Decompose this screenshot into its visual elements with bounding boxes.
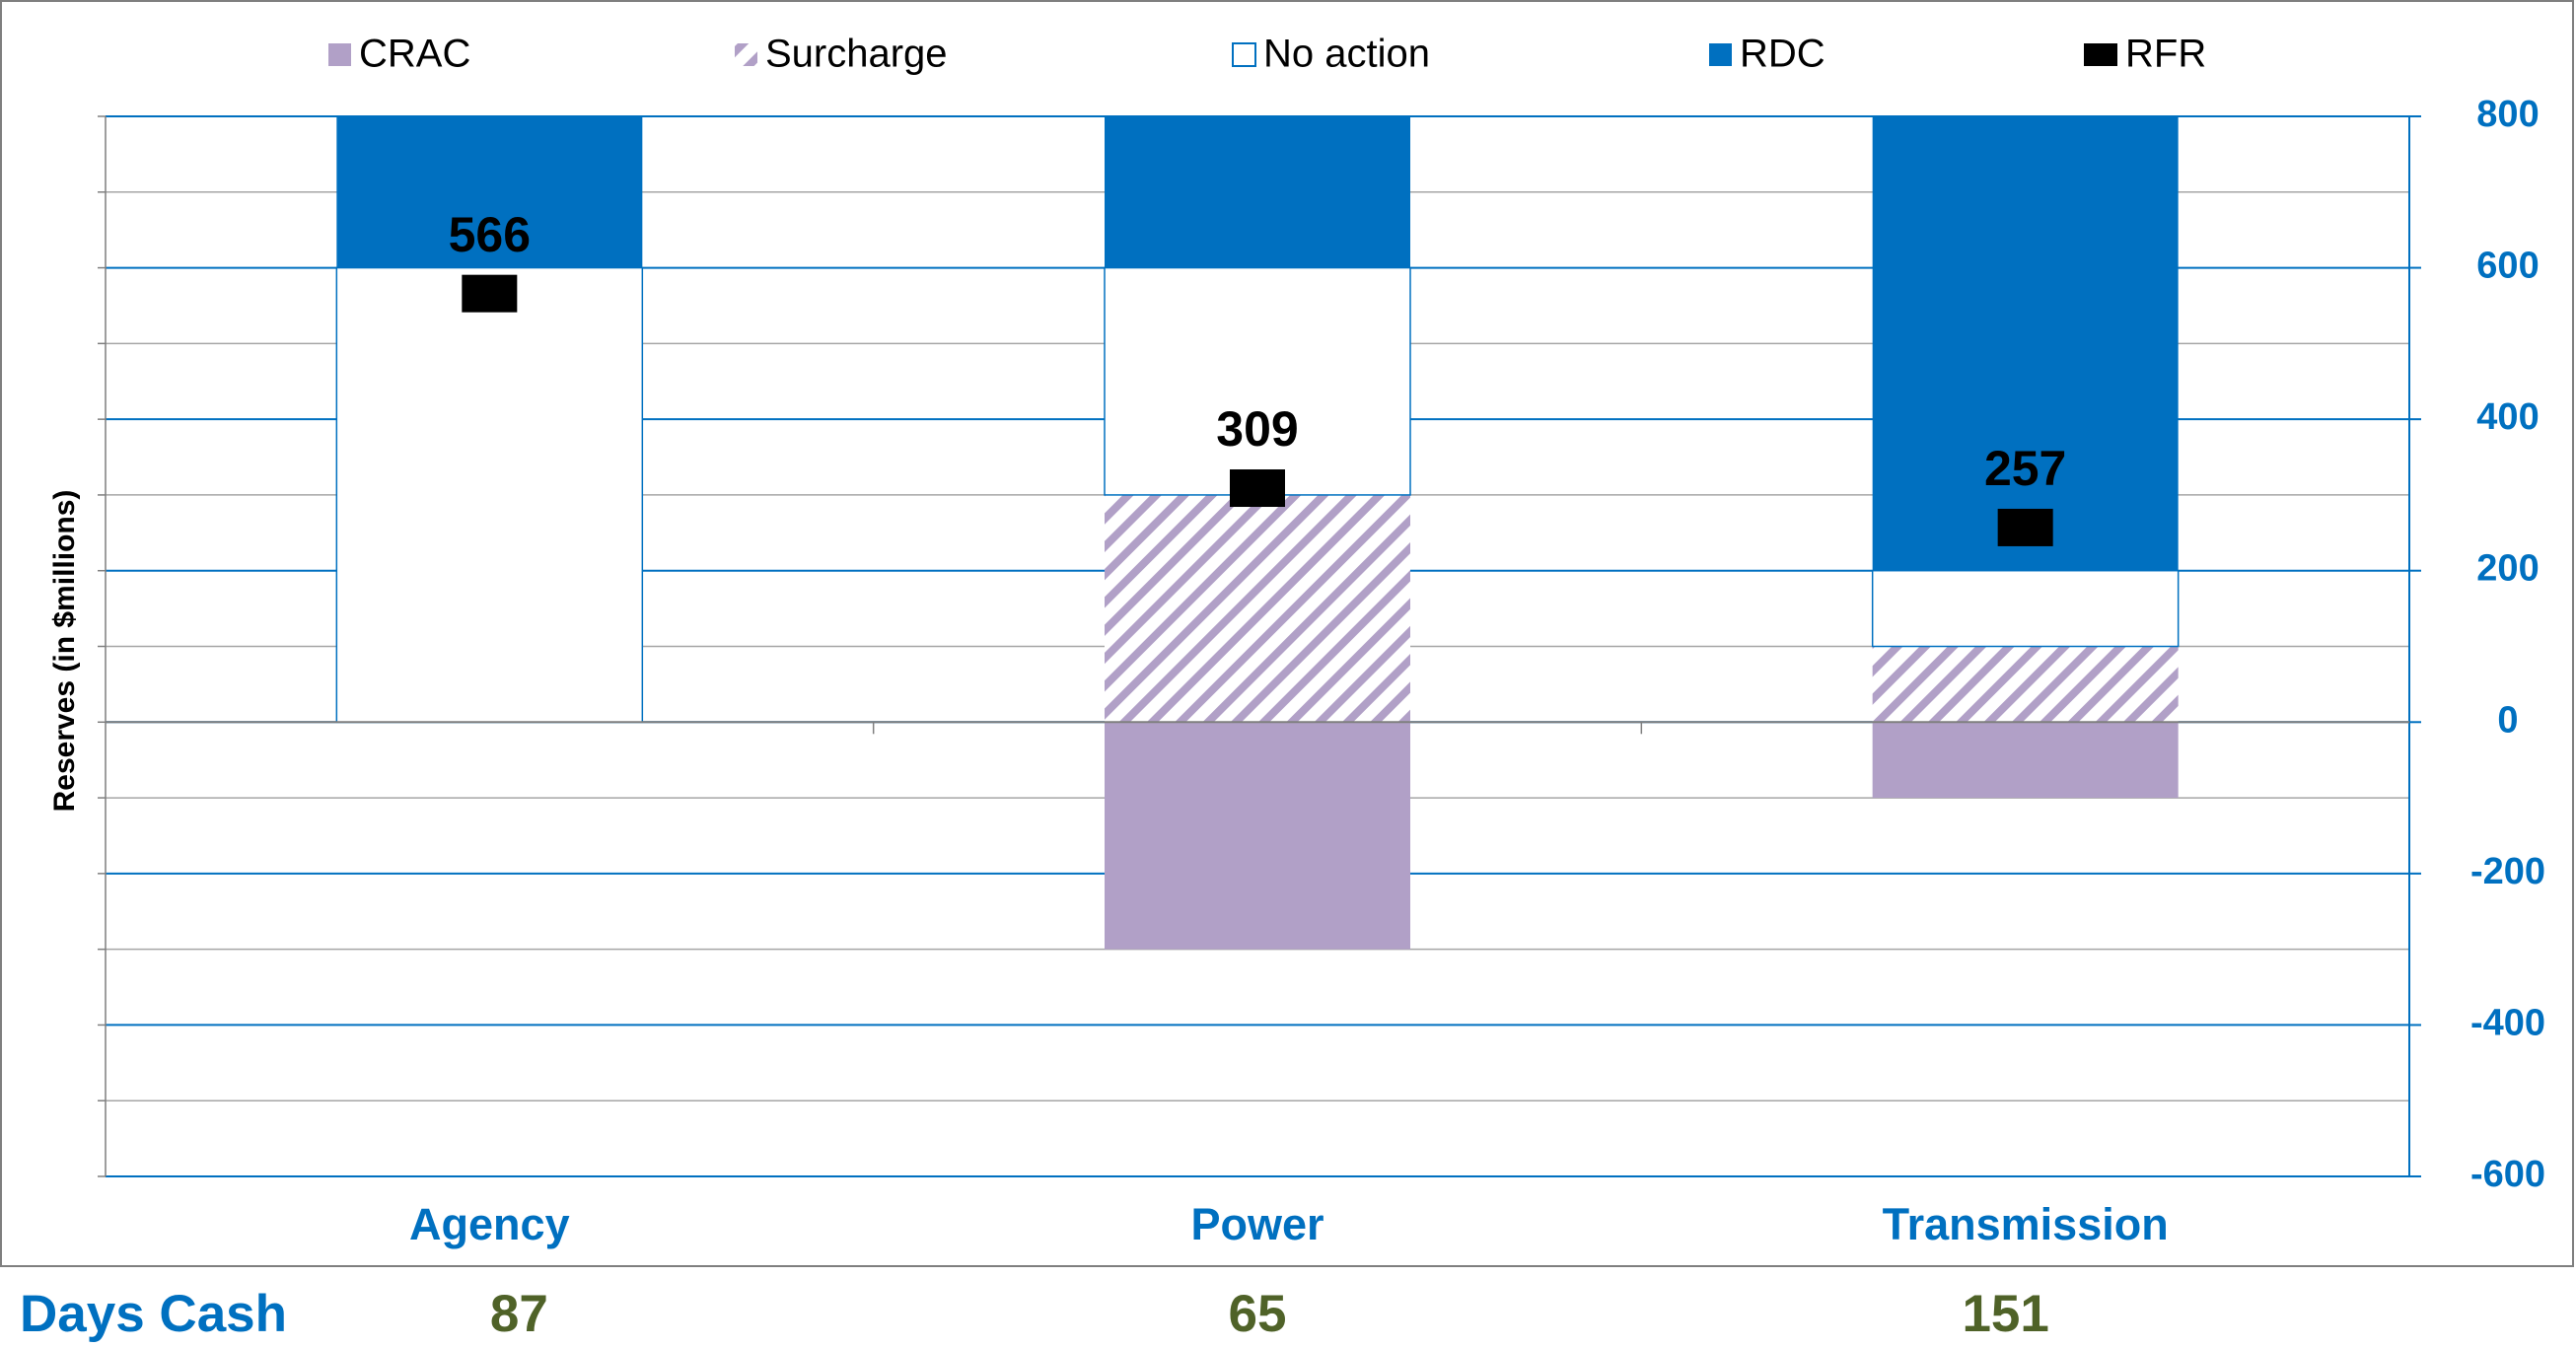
bar-segment [1104, 266, 1411, 496]
bar-segment [1105, 494, 1410, 723]
legend-label: RDC [1740, 33, 1825, 76]
data-label: 257 [1984, 441, 2066, 496]
days-cash-label: Days Cash [20, 1285, 287, 1343]
y-tick-label: 0 [2497, 699, 2518, 741]
legend-swatch [735, 43, 757, 66]
legend-label: Surcharge [765, 33, 948, 76]
x-tick-label: Power [1190, 1199, 1324, 1249]
bar-segment [1872, 722, 2179, 799]
legend-swatch [2084, 43, 2117, 66]
days-cash-value: 151 [1962, 1285, 2048, 1343]
days-cash-value: 87 [490, 1285, 548, 1343]
bar-segment [1105, 116, 1410, 268]
bar-segment [1105, 722, 1410, 950]
y-tick-label: -600 [2470, 1154, 2545, 1195]
legend-label: CRAC [359, 33, 470, 76]
legend-swatch [328, 43, 351, 66]
marker [1230, 469, 1285, 508]
bar-segment [1871, 569, 2180, 648]
bar-segment [1872, 116, 2179, 571]
data-label: 566 [449, 207, 531, 262]
y-axis-title: Reserves (in $millions) [48, 490, 81, 813]
legend-label: RFR [2125, 33, 2206, 76]
data-label: 309 [1216, 401, 1298, 457]
legend-swatch [1232, 42, 1256, 67]
marker [462, 274, 518, 313]
y-tick-label: 800 [2476, 94, 2539, 135]
days-cash-value: 65 [1229, 1285, 1287, 1343]
chart-frame [0, 0, 2574, 1267]
y-tick-label: 400 [2476, 396, 2539, 438]
y-tick-label: -400 [2470, 1002, 2545, 1043]
marker [1997, 508, 2053, 546]
y-tick-label: 600 [2476, 246, 2539, 287]
legend-swatch [1709, 43, 1732, 66]
bar-segment [335, 266, 644, 724]
bar-segment [336, 116, 643, 268]
bar-segment [1872, 646, 2179, 723]
y-tick-label: -200 [2470, 851, 2545, 892]
y-tick-label: 200 [2476, 548, 2539, 590]
x-tick-label: Transmission [1883, 1199, 2169, 1249]
legend-label: No action [1263, 33, 1430, 76]
x-tick-label: Agency [409, 1199, 570, 1249]
